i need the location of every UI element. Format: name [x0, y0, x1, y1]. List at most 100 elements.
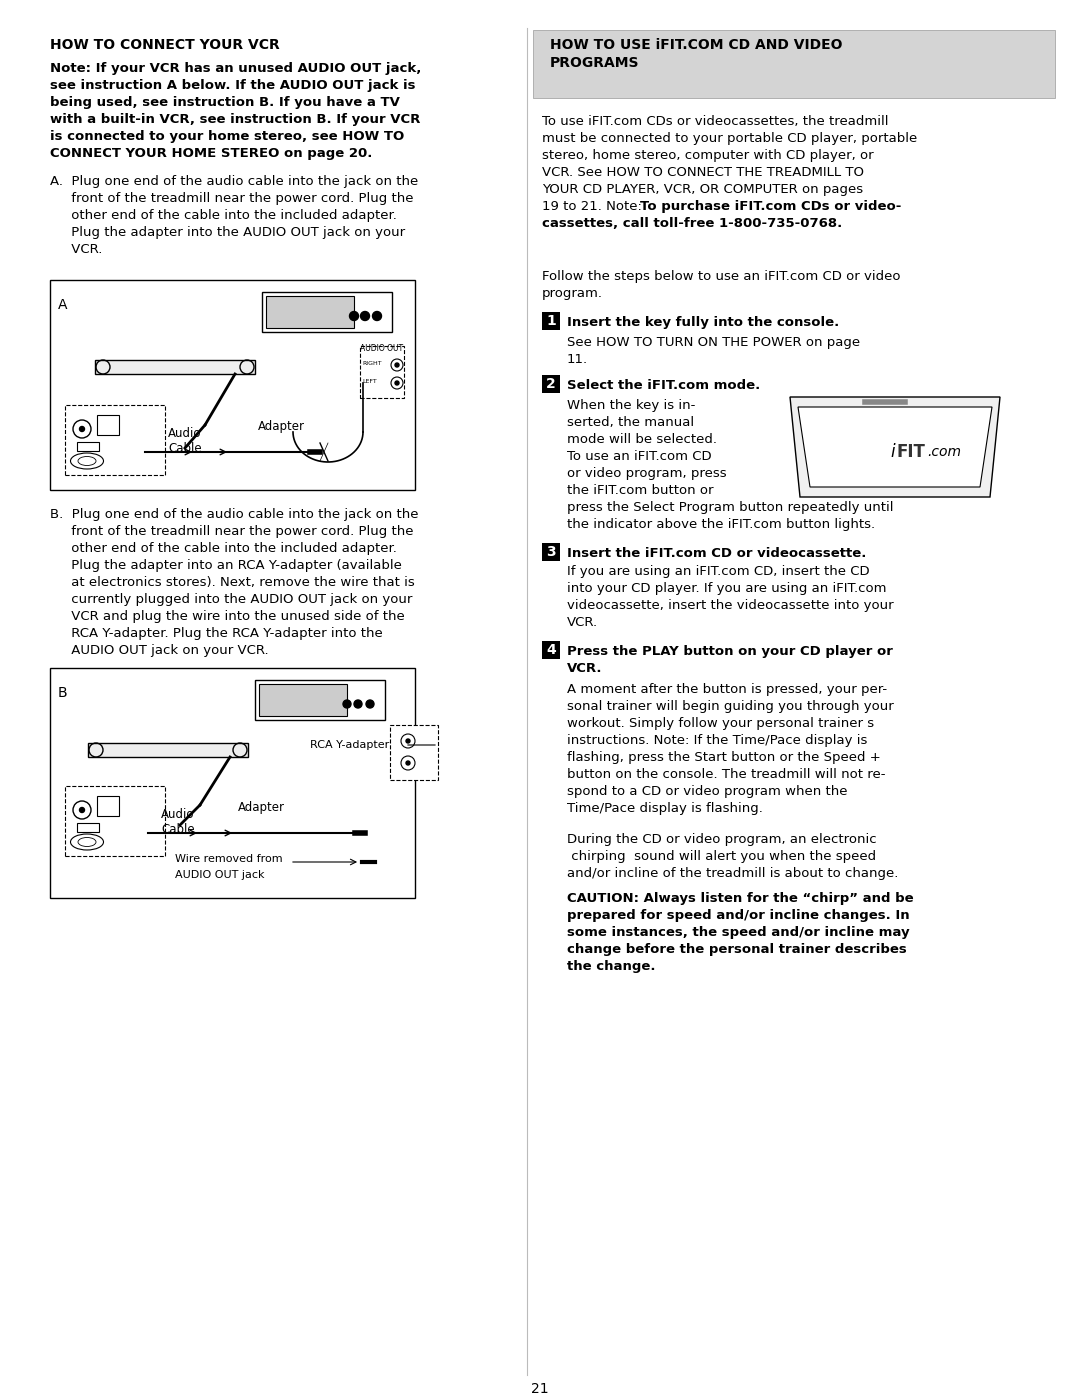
Text: Insert the key fully into the console.: Insert the key fully into the console. [567, 316, 839, 330]
Text: some instances, the speed and/or incline may: some instances, the speed and/or incline… [567, 926, 909, 939]
Text: To purchase iFIT.com CDs or video-: To purchase iFIT.com CDs or video- [640, 200, 902, 212]
Text: Wire removed from: Wire removed from [175, 854, 283, 863]
Text: cassettes, call toll-free 1-800-735-0768.: cassettes, call toll-free 1-800-735-0768… [542, 217, 842, 231]
Bar [255, 680, 384, 719]
Text: Follow the steps below to use an iFIT.com CD or video: Follow the steps below to use an iFIT.co… [542, 270, 901, 284]
Circle shape [373, 312, 381, 320]
Text: being used, see instruction B. If you have a TV: being used, see instruction B. If you ha… [50, 96, 400, 109]
Text: See HOW TO TURN ON THE POWER on page: See HOW TO TURN ON THE POWER on page [567, 337, 860, 349]
Text: Adapter: Adapter [258, 420, 305, 433]
Text: Time/Pace display is flashing.: Time/Pace display is flashing. [567, 802, 762, 814]
Text: Press the PLAY button on your CD player or: Press the PLAY button on your CD player … [567, 645, 893, 658]
Bar [97, 796, 119, 816]
Text: Plug the adapter into the AUDIO OUT jack on your: Plug the adapter into the AUDIO OUT jack… [50, 226, 405, 239]
Text: 11.: 11. [567, 353, 589, 366]
Bar [77, 823, 99, 833]
Text: program.: program. [542, 286, 603, 300]
Text: serted, the manual: serted, the manual [567, 416, 694, 429]
Text: CONNECT YOUR HOME STEREO on page 20.: CONNECT YOUR HOME STEREO on page 20. [50, 147, 373, 161]
Text: Insert the iFIT.com CD or videocassette.: Insert the iFIT.com CD or videocassette. [567, 548, 866, 560]
Text: is connected to your home stereo, see HOW TO: is connected to your home stereo, see HO… [50, 130, 404, 142]
Text: the indicator above the iFIT.com button lights.: the indicator above the iFIT.com button … [567, 518, 875, 531]
Text: VCR.: VCR. [567, 662, 603, 675]
Text: 1: 1 [546, 314, 556, 328]
Circle shape [343, 700, 351, 708]
Text: front of the treadmill near the power cord. Plug the: front of the treadmill near the power co… [50, 525, 414, 538]
Text: B.  Plug one end of the audio cable into the jack on the: B. Plug one end of the audio cable into … [50, 509, 419, 521]
Circle shape [354, 700, 362, 708]
Text: other end of the cable into the included adapter.: other end of the cable into the included… [50, 542, 396, 555]
Bar [534, 29, 1055, 98]
Text: change before the personal trainer describes: change before the personal trainer descr… [567, 943, 907, 956]
Bar [77, 441, 99, 451]
Text: with a built-in VCR, see instruction B. If your VCR: with a built-in VCR, see instruction B. … [50, 113, 420, 126]
Bar [259, 685, 347, 717]
Text: and/or incline of the treadmill is about to change.: and/or incline of the treadmill is about… [567, 868, 899, 880]
Text: chirping  sound will alert you when the speed: chirping sound will alert you when the s… [567, 849, 876, 863]
Bar [262, 292, 392, 332]
Text: currently plugged into the AUDIO OUT jack on your: currently plugged into the AUDIO OUT jac… [50, 592, 413, 606]
Text: RCA Y-adapter: RCA Y-adapter [310, 740, 389, 750]
Text: .com: .com [927, 446, 961, 460]
Text: Adapter: Adapter [238, 800, 285, 814]
Text: sonal trainer will begin guiding you through your: sonal trainer will begin guiding you thr… [567, 700, 894, 712]
Text: workout. Simply follow your personal trainer s: workout. Simply follow your personal tra… [567, 717, 874, 731]
Bar [542, 374, 561, 393]
Text: into your CD player. If you are using an iFIT.com: into your CD player. If you are using an… [567, 583, 887, 595]
Bar [542, 312, 561, 330]
Text: Select the iFIT.com mode.: Select the iFIT.com mode. [567, 379, 760, 393]
Text: VCR.: VCR. [50, 243, 103, 256]
Circle shape [350, 312, 359, 320]
Text: Audio
Cable: Audio Cable [168, 427, 202, 455]
Polygon shape [789, 397, 1000, 497]
Text: front of the treadmill near the power cord. Plug the: front of the treadmill near the power co… [50, 191, 414, 205]
Text: the change.: the change. [567, 960, 656, 972]
Circle shape [406, 739, 410, 743]
Text: instructions. Note: If the Time/Pace display is: instructions. Note: If the Time/Pace dis… [567, 733, 867, 747]
Text: the iFIT.com button or: the iFIT.com button or [567, 483, 714, 497]
Text: 21: 21 [531, 1382, 549, 1396]
Text: A.  Plug one end of the audio cable into the jack on the: A. Plug one end of the audio cable into … [50, 175, 418, 189]
Bar [65, 787, 165, 856]
Text: PROGRAMS: PROGRAMS [550, 56, 639, 70]
Text: other end of the cable into the included adapter.: other end of the cable into the included… [50, 210, 396, 222]
Text: FIT: FIT [897, 443, 926, 461]
Text: CAUTION: Always listen for the “chirp” and be: CAUTION: Always listen for the “chirp” a… [567, 893, 914, 905]
Bar [87, 743, 248, 757]
Text: A moment after the button is pressed, your per-: A moment after the button is pressed, yo… [567, 683, 887, 696]
Text: flashing, press the Start button or the Speed +: flashing, press the Start button or the … [567, 752, 881, 764]
Text: B: B [58, 686, 68, 700]
Text: Note: If your VCR has an unused AUDIO OUT jack,: Note: If your VCR has an unused AUDIO OU… [50, 61, 421, 75]
Text: HOW TO CONNECT YOUR VCR: HOW TO CONNECT YOUR VCR [50, 38, 280, 52]
Text: 4: 4 [546, 643, 556, 657]
Text: AUDIO OUT: AUDIO OUT [361, 344, 404, 353]
Text: To use an iFIT.com CD: To use an iFIT.com CD [567, 450, 712, 462]
Circle shape [406, 761, 410, 766]
Bar [50, 279, 415, 490]
Text: AUDIO OUT jack: AUDIO OUT jack [175, 870, 265, 880]
Text: 2: 2 [546, 377, 556, 391]
Bar [542, 543, 561, 562]
Text: A: A [58, 298, 67, 312]
Text: videocassette, insert the videocassette into your: videocassette, insert the videocassette … [567, 599, 893, 612]
Bar [95, 360, 255, 374]
Text: 3: 3 [546, 545, 556, 559]
Text: press the Select Program button repeatedly until: press the Select Program button repeated… [567, 502, 893, 514]
Circle shape [395, 363, 399, 367]
Circle shape [80, 426, 84, 432]
Bar [542, 641, 561, 659]
Text: LEFT: LEFT [362, 379, 377, 384]
Text: Audio
Cable: Audio Cable [161, 807, 194, 835]
Text: Plug the adapter into an RCA Y-adapter (available: Plug the adapter into an RCA Y-adapter (… [50, 559, 402, 571]
Text: YOUR CD PLAYER, VCR, OR COMPUTER on pages: YOUR CD PLAYER, VCR, OR COMPUTER on page… [542, 183, 863, 196]
Bar [50, 668, 415, 898]
Bar [266, 296, 354, 328]
Text: If you are using an iFIT.com CD, insert the CD: If you are using an iFIT.com CD, insert … [567, 564, 869, 578]
Circle shape [395, 381, 399, 386]
Text: RCA Y-adapter. Plug the RCA Y-adapter into the: RCA Y-adapter. Plug the RCA Y-adapter in… [50, 627, 382, 640]
Text: HOW TO USE iFIT.COM CD AND VIDEO: HOW TO USE iFIT.COM CD AND VIDEO [550, 38, 842, 52]
Text: see instruction A below. If the AUDIO OUT jack is: see instruction A below. If the AUDIO OU… [50, 80, 416, 92]
Bar [65, 405, 165, 475]
Text: To use iFIT.com CDs or videocassettes, the treadmill: To use iFIT.com CDs or videocassettes, t… [542, 115, 889, 129]
Bar [360, 346, 404, 398]
